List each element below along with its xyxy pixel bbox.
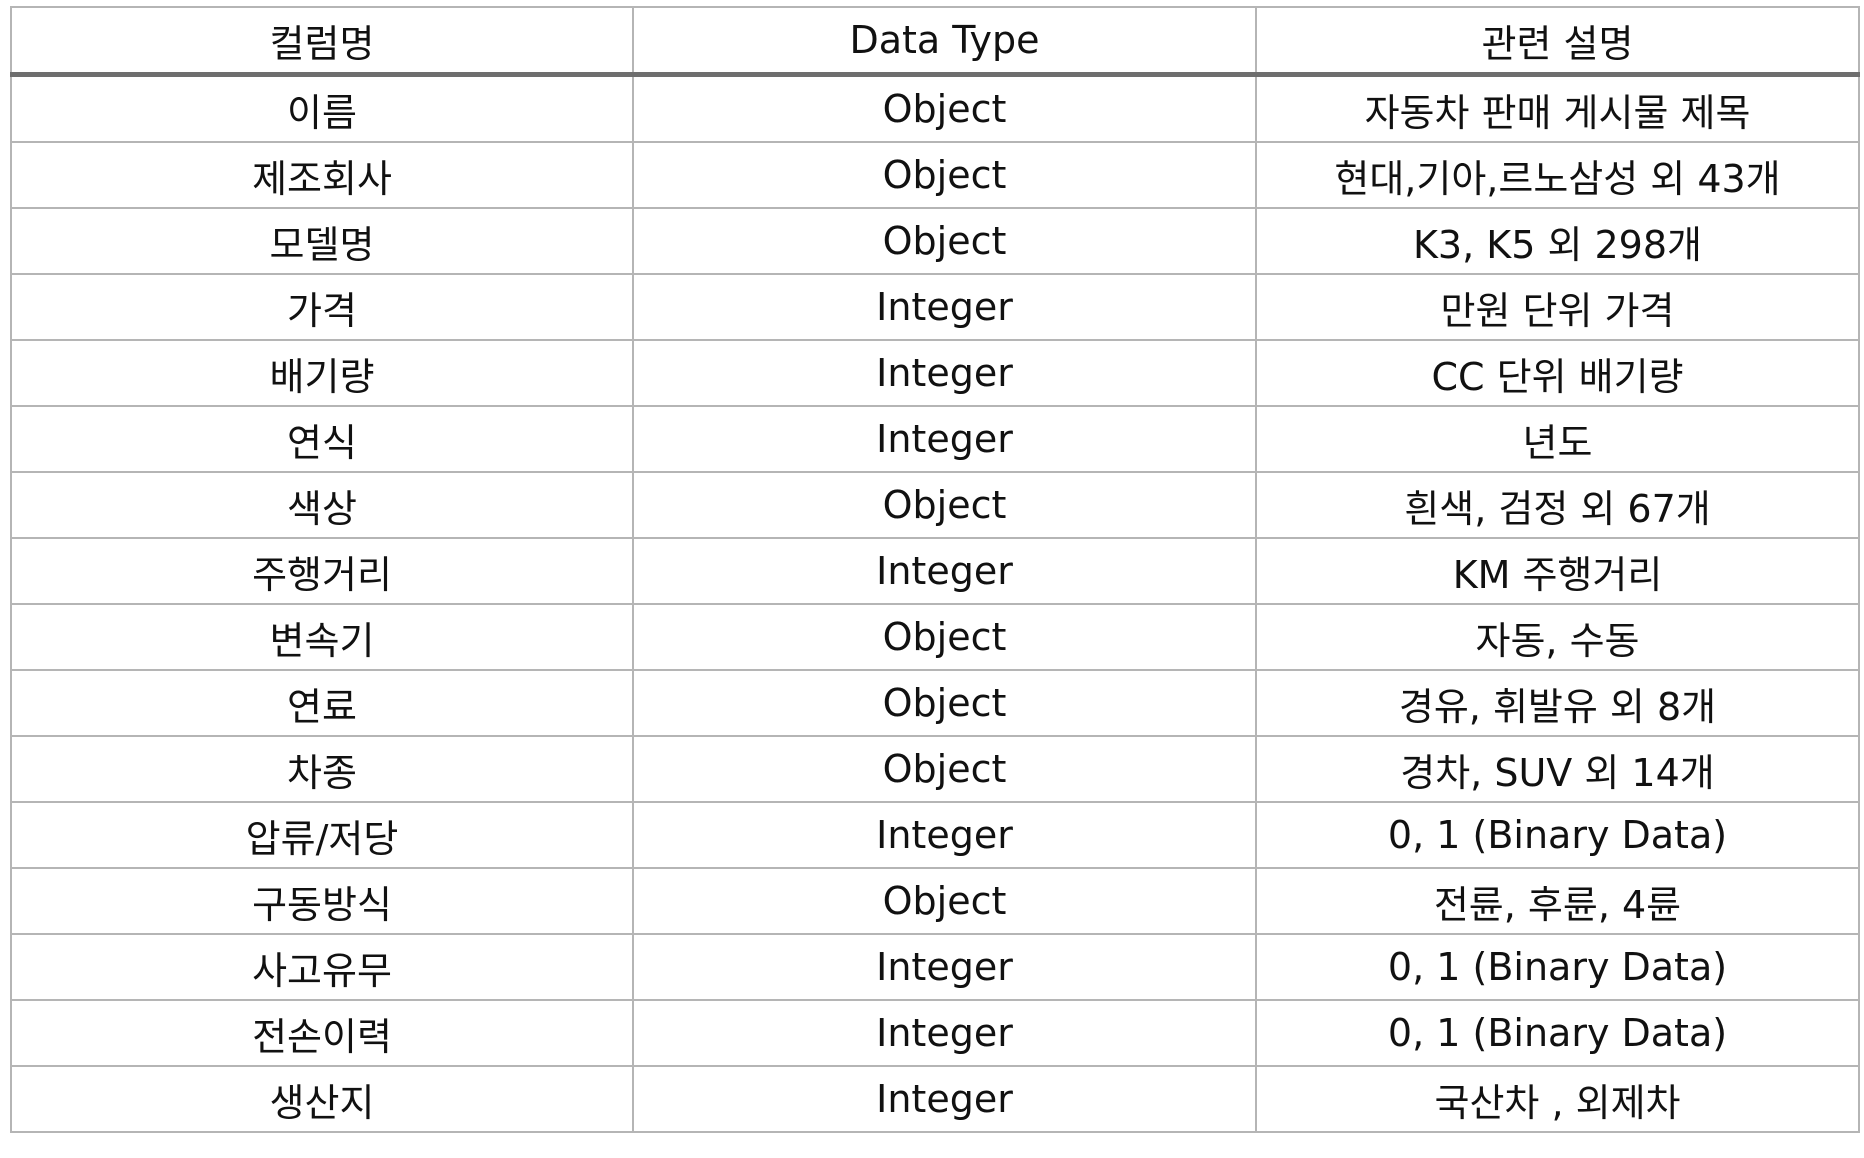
cell-column-name: 구동방식 [10, 867, 634, 935]
cell-data-type: Integer [632, 999, 1257, 1067]
cell-column-name: 가격 [10, 273, 634, 341]
cell-column-name: 압류/저당 [10, 801, 634, 869]
cell-data-type: Object [632, 141, 1257, 209]
cell-description: 전륜, 후륜, 4륜 [1255, 867, 1860, 935]
table-row: 압류/저당 Integer 0, 1 (Binary Data) [10, 801, 1860, 869]
cell-column-name: 생산지 [10, 1065, 634, 1133]
table-row: 전손이력 Integer 0, 1 (Binary Data) [10, 999, 1860, 1067]
cell-description: 0, 1 (Binary Data) [1255, 933, 1860, 1001]
cell-data-type: Integer [632, 339, 1257, 407]
table-row: 사고유무 Integer 0, 1 (Binary Data) [10, 933, 1860, 1001]
cell-column-name: 제조회사 [10, 141, 634, 209]
cell-description: 년도 [1255, 405, 1860, 473]
table-row: 색상 Object 흰색, 검정 외 67개 [10, 471, 1860, 539]
table-body: 이름 Object 자동차 판매 게시물 제목 제조회사 Object 현대,기… [10, 73, 1860, 1133]
table-header: 컬럼명 Data Type 관련 설명 [10, 6, 1860, 77]
cell-column-name: 이름 [10, 73, 634, 143]
table-row: 주행거리 Integer KM 주행거리 [10, 537, 1860, 605]
table-row: 가격 Integer 만원 단위 가격 [10, 273, 1860, 341]
cell-description: 만원 단위 가격 [1255, 273, 1860, 341]
cell-data-type: Integer [632, 801, 1257, 869]
cell-data-type: Integer [632, 273, 1257, 341]
cell-data-type: Integer [632, 537, 1257, 605]
cell-description: CC 단위 배기량 [1255, 339, 1860, 407]
table-row: 연료 Object 경유, 휘발유 외 8개 [10, 669, 1860, 737]
cell-column-name: 전손이력 [10, 999, 634, 1067]
table-row: 변속기 Object 자동, 수동 [10, 603, 1860, 671]
table-row: 제조회사 Object 현대,기아,르노삼성 외 43개 [10, 141, 1860, 209]
cell-column-name: 변속기 [10, 603, 634, 671]
cell-data-type: Integer [632, 1065, 1257, 1133]
cell-data-type: Object [632, 867, 1257, 935]
cell-column-name: 모델명 [10, 207, 634, 275]
cell-description: 현대,기아,르노삼성 외 43개 [1255, 141, 1860, 209]
cell-description: 경차, SUV 외 14개 [1255, 735, 1860, 803]
cell-data-type: Object [632, 471, 1257, 539]
cell-description: K3, K5 외 298개 [1255, 207, 1860, 275]
cell-data-type: Object [632, 603, 1257, 671]
cell-description: KM 주행거리 [1255, 537, 1860, 605]
cell-column-name: 사고유무 [10, 933, 634, 1001]
header-data-type: Data Type [632, 6, 1257, 77]
table-row: 생산지 Integer 국산차 , 외제차 [10, 1065, 1860, 1133]
cell-data-type: Object [632, 73, 1257, 143]
cell-data-type: Integer [632, 405, 1257, 473]
header-description: 관련 설명 [1255, 6, 1860, 77]
cell-column-name: 색상 [10, 471, 634, 539]
cell-description: 자동차 판매 게시물 제목 [1255, 73, 1860, 143]
cell-column-name: 연식 [10, 405, 634, 473]
cell-data-type: Object [632, 207, 1257, 275]
column-schema-table: 컬럼명 Data Type 관련 설명 이름 Object 자동차 판매 게시물… [10, 6, 1860, 1133]
table-row: 차종 Object 경차, SUV 외 14개 [10, 735, 1860, 803]
cell-description: 자동, 수동 [1255, 603, 1860, 671]
table-row: 이름 Object 자동차 판매 게시물 제목 [10, 73, 1860, 143]
cell-column-name: 주행거리 [10, 537, 634, 605]
cell-column-name: 배기량 [10, 339, 634, 407]
cell-data-type: Object [632, 669, 1257, 737]
cell-column-name: 차종 [10, 735, 634, 803]
cell-description: 0, 1 (Binary Data) [1255, 801, 1860, 869]
cell-description: 흰색, 검정 외 67개 [1255, 471, 1860, 539]
cell-data-type: Integer [632, 933, 1257, 1001]
table-row: 배기량 Integer CC 단위 배기량 [10, 339, 1860, 407]
header-row: 컬럼명 Data Type 관련 설명 [10, 6, 1860, 77]
cell-description: 경유, 휘발유 외 8개 [1255, 669, 1860, 737]
table-row: 구동방식 Object 전륜, 후륜, 4륜 [10, 867, 1860, 935]
cell-description: 0, 1 (Binary Data) [1255, 999, 1860, 1067]
header-column-name: 컬럼명 [10, 6, 634, 77]
table-row: 연식 Integer 년도 [10, 405, 1860, 473]
cell-description: 국산차 , 외제차 [1255, 1065, 1860, 1133]
cell-column-name: 연료 [10, 669, 634, 737]
cell-data-type: Object [632, 735, 1257, 803]
table-row: 모델명 Object K3, K5 외 298개 [10, 207, 1860, 275]
